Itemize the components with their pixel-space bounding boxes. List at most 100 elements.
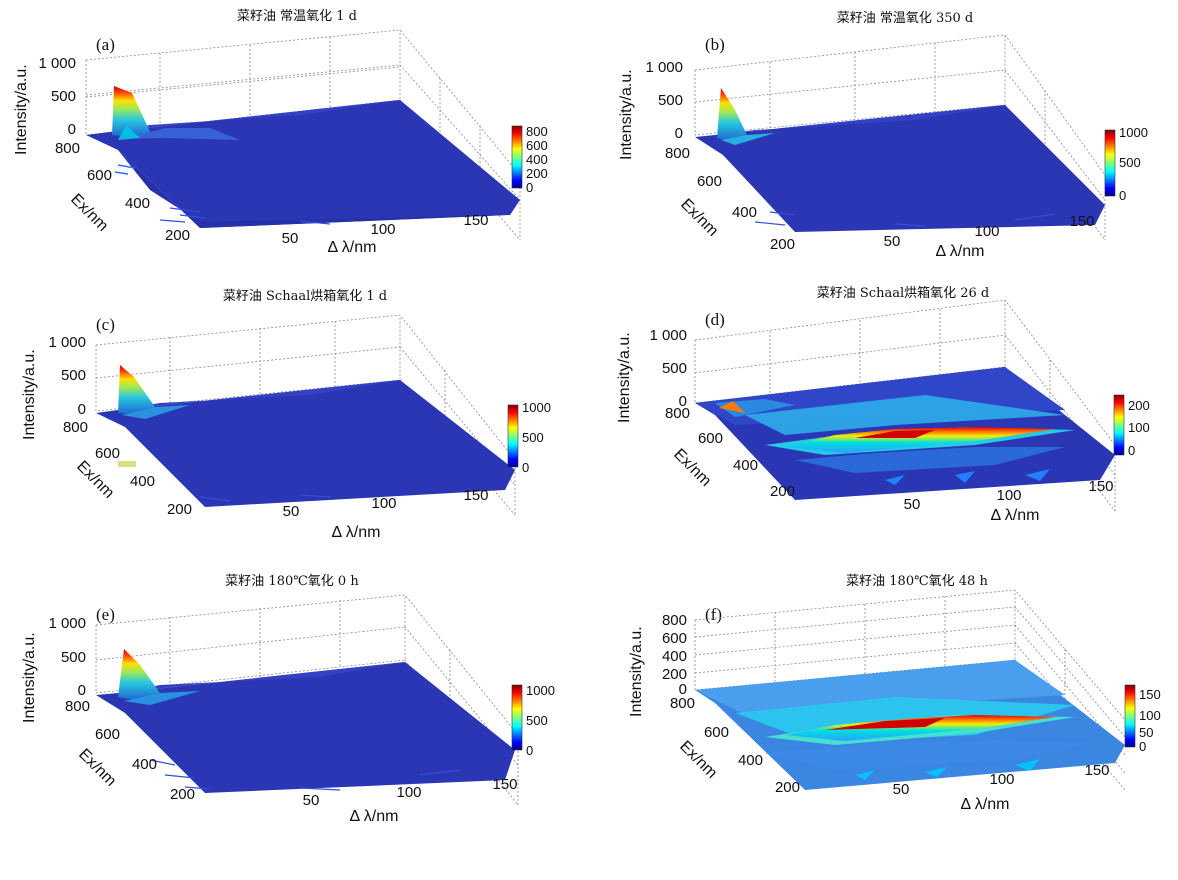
z-label: Intensity/a.u. xyxy=(618,69,635,160)
colorbar: 1000 500 0 xyxy=(511,683,555,758)
svg-text:800: 800 xyxy=(665,405,690,422)
svg-text:150: 150 xyxy=(492,776,517,793)
x-label: Δ λ/nm xyxy=(936,243,985,260)
svg-text:0: 0 xyxy=(78,682,86,699)
panel-letter: (b) xyxy=(705,35,725,54)
z-ticks: 1 000 500 0 xyxy=(48,615,86,699)
svg-text:200: 200 xyxy=(775,779,800,796)
y-ticks: 800 600 400 200 xyxy=(670,695,800,796)
svg-text:150: 150 xyxy=(463,212,488,229)
z-label: Intensity/a.u. xyxy=(616,332,633,423)
svg-text:800: 800 xyxy=(670,695,695,712)
panel-d: 菜籽油 Schaal烘箱氧化 26 d (d) 1 xyxy=(616,285,1150,524)
z-ticks: 1 000 500 0 xyxy=(38,55,76,138)
y-label: Ex/nm xyxy=(670,446,714,490)
svg-text:0: 0 xyxy=(1128,443,1135,458)
svg-text:0: 0 xyxy=(679,681,687,698)
svg-text:400: 400 xyxy=(738,752,763,769)
z-ticks: 1 000 500 0 xyxy=(649,327,687,410)
colorbar: 800 600 400 200 0 xyxy=(511,124,548,195)
ridge xyxy=(785,427,1055,453)
y-label: Ex/nm xyxy=(75,746,119,790)
svg-text:600: 600 xyxy=(95,726,120,743)
surface xyxy=(96,365,515,507)
svg-text:200: 200 xyxy=(662,666,687,683)
svg-text:500: 500 xyxy=(526,713,548,728)
svg-text:600: 600 xyxy=(704,724,729,741)
svg-text:800: 800 xyxy=(665,145,690,162)
svg-text:100: 100 xyxy=(396,784,421,801)
svg-text:200: 200 xyxy=(165,227,190,244)
svg-text:600: 600 xyxy=(526,138,548,153)
svg-text:0: 0 xyxy=(679,393,687,410)
panel-c: 菜籽油 Schaal烘箱氧化 1 d (c) 1 000 500 0 xyxy=(21,288,551,541)
svg-text:100: 100 xyxy=(1128,420,1150,435)
svg-text:1000: 1000 xyxy=(526,683,555,698)
svg-text:0: 0 xyxy=(526,180,533,195)
z-ticks: 1 000 500 0 xyxy=(645,59,683,142)
svg-text:1000: 1000 xyxy=(522,400,551,415)
surface xyxy=(96,649,515,793)
svg-text:500: 500 xyxy=(1119,155,1141,170)
svg-text:1 000: 1 000 xyxy=(48,334,86,351)
svg-text:0: 0 xyxy=(675,125,683,142)
svg-text:400: 400 xyxy=(526,152,548,167)
svg-text:500: 500 xyxy=(51,88,76,105)
svg-text:200: 200 xyxy=(167,501,192,518)
svg-text:0: 0 xyxy=(68,121,76,138)
svg-text:200: 200 xyxy=(526,166,548,181)
svg-text:800: 800 xyxy=(65,698,90,715)
svg-text:600: 600 xyxy=(87,167,112,184)
panel-letter: (a) xyxy=(96,35,115,54)
panel-b: 菜籽油 常温氧化 350 d (b) 1 000 500 0 Intensit xyxy=(618,11,1148,260)
y-ticks: 800 600 400 200 xyxy=(65,698,195,803)
surface xyxy=(695,88,1105,232)
svg-text:400: 400 xyxy=(130,473,155,490)
y-label: Ex/nm xyxy=(67,191,111,235)
z-label: Intensity/a.u. xyxy=(13,64,30,155)
svg-text:100: 100 xyxy=(974,223,999,240)
svg-text:200: 200 xyxy=(170,786,195,803)
y-ticks: 800 600 400 200 xyxy=(55,140,190,244)
z-label: Intensity/a.u. xyxy=(21,632,38,723)
svg-text:1 000: 1 000 xyxy=(645,59,683,76)
x-label: Δ λ/nm xyxy=(991,507,1040,524)
svg-text:600: 600 xyxy=(698,430,723,447)
svg-text:150: 150 xyxy=(1084,762,1109,779)
svg-text:500: 500 xyxy=(61,649,86,666)
panel-f: 菜籽油 180℃氧化 48 h (f) xyxy=(628,574,1161,813)
svg-text:500: 500 xyxy=(522,430,544,445)
z-ticks: 800 600 400 200 0 xyxy=(662,612,687,698)
x-label: Δ λ/nm xyxy=(350,808,399,825)
svg-text:0: 0 xyxy=(78,401,86,418)
svg-text:500: 500 xyxy=(61,367,86,384)
y-label: Ex/nm xyxy=(73,458,117,502)
panel-title: 菜籽油 Schaal烘箱氧化 26 d xyxy=(817,285,989,301)
peak xyxy=(118,365,155,415)
svg-text:50: 50 xyxy=(282,230,299,247)
svg-text:600: 600 xyxy=(95,445,120,462)
svg-text:400: 400 xyxy=(733,457,758,474)
svg-text:600: 600 xyxy=(697,173,722,190)
svg-text:50: 50 xyxy=(303,792,320,809)
colorbar: 1000 500 0 xyxy=(507,400,551,475)
panel-e: 菜籽油 180℃氧化 0 h (e) 1 000 500 0 Intensit xyxy=(21,574,555,825)
svg-text:800: 800 xyxy=(63,419,88,436)
svg-text:400: 400 xyxy=(732,204,757,221)
svg-text:400: 400 xyxy=(662,648,687,665)
svg-text:1 000: 1 000 xyxy=(649,327,687,344)
panel-title: 菜籽油 Schaal烘箱氧化 1 d xyxy=(223,288,387,304)
x-ticks: 50 100 150 xyxy=(893,762,1110,798)
svg-text:50: 50 xyxy=(283,503,300,520)
svg-text:50: 50 xyxy=(1139,725,1153,740)
y-ticks: 800 600 400 200 xyxy=(665,145,795,253)
svg-text:800: 800 xyxy=(526,124,548,139)
peak xyxy=(112,86,150,138)
svg-text:150: 150 xyxy=(1139,687,1161,702)
y-label: Ex/nm xyxy=(676,738,720,782)
panel-letter: (f) xyxy=(705,605,722,624)
y-ticks: 800 600 400 200 xyxy=(63,419,192,518)
svg-text:400: 400 xyxy=(132,756,157,773)
x-ticks: 50 100 150 xyxy=(303,776,518,809)
